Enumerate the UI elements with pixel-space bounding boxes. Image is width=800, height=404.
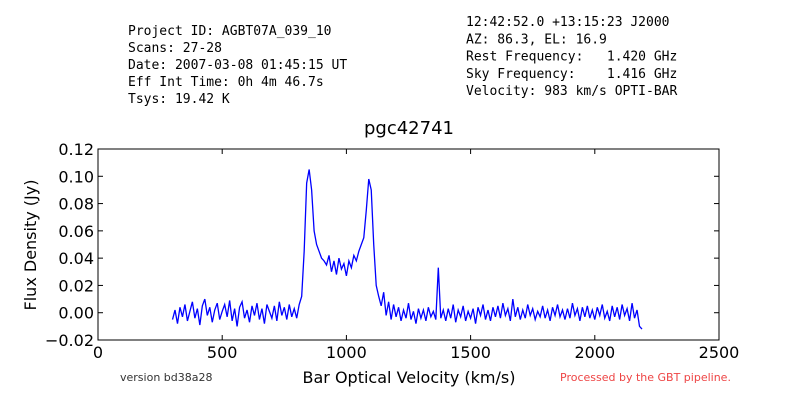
y-tick-label: 0.00 bbox=[58, 304, 94, 323]
y-tick-label: 0.08 bbox=[58, 195, 94, 214]
info-left-line: Date: 2007-03-08 01:45:15 UT bbox=[128, 58, 347, 73]
spectrum-line bbox=[171, 169, 643, 330]
info-left-line: Project ID: AGBT07A_039_10 bbox=[128, 24, 332, 39]
info-right-line: Sky Frequency: 1.416 GHz bbox=[466, 67, 677, 82]
x-tick-label: 0 bbox=[93, 343, 103, 362]
y-tick-label: −0.02 bbox=[45, 331, 94, 350]
info-right-line: Velocity: 983 km/s OPTI-BAR bbox=[466, 84, 677, 99]
y-tick-label: 0.12 bbox=[58, 140, 94, 159]
footer-version: version bd38a28 bbox=[120, 371, 213, 384]
info-left-line: Tsys: 19.42 K bbox=[128, 92, 230, 107]
info-left-line: Scans: 27-28 bbox=[128, 41, 222, 56]
x-tick-label: 2500 bbox=[699, 343, 740, 362]
info-right-line: Rest Frequency: 1.420 GHz bbox=[466, 50, 677, 65]
info-right-line: 12:42:52.0 +13:15:23 J2000 bbox=[466, 15, 670, 30]
x-tick-label: 1500 bbox=[450, 343, 491, 362]
x-tick-label: 1000 bbox=[326, 343, 367, 362]
y-tick-label: 0.02 bbox=[58, 276, 94, 295]
y-axis-label: Flux Density (Jy) bbox=[21, 180, 40, 311]
x-tick-label: 2000 bbox=[574, 343, 615, 362]
x-axis-label: Bar Optical Velocity (km/s) bbox=[303, 368, 516, 387]
chart-title: pgc42741 bbox=[364, 118, 454, 139]
footer-pipeline: Processed by the GBT pipeline. bbox=[560, 371, 731, 384]
y-tick-label: 0.04 bbox=[58, 249, 94, 268]
y-tick-label: 0.06 bbox=[58, 222, 94, 241]
info-right-line: AZ: 86.3, EL: 16.9 bbox=[466, 32, 607, 47]
plot-frame bbox=[97, 148, 720, 341]
y-tick-label: 0.10 bbox=[58, 167, 94, 186]
info-left-line: Eff Int Time: 0h 4m 46.7s bbox=[128, 75, 324, 90]
x-tick-label: 500 bbox=[207, 343, 238, 362]
